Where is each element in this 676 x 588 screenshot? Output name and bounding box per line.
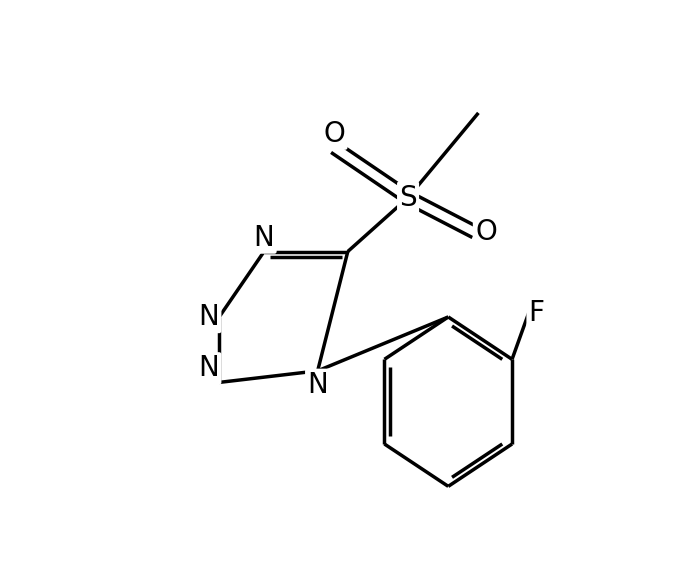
Text: N: N (308, 371, 328, 399)
Text: F: F (529, 299, 545, 327)
Text: S: S (400, 183, 417, 212)
Text: N: N (199, 303, 219, 331)
Text: N: N (254, 223, 274, 252)
Text: O: O (324, 119, 345, 148)
Text: N: N (199, 355, 219, 382)
Text: O: O (475, 218, 497, 246)
